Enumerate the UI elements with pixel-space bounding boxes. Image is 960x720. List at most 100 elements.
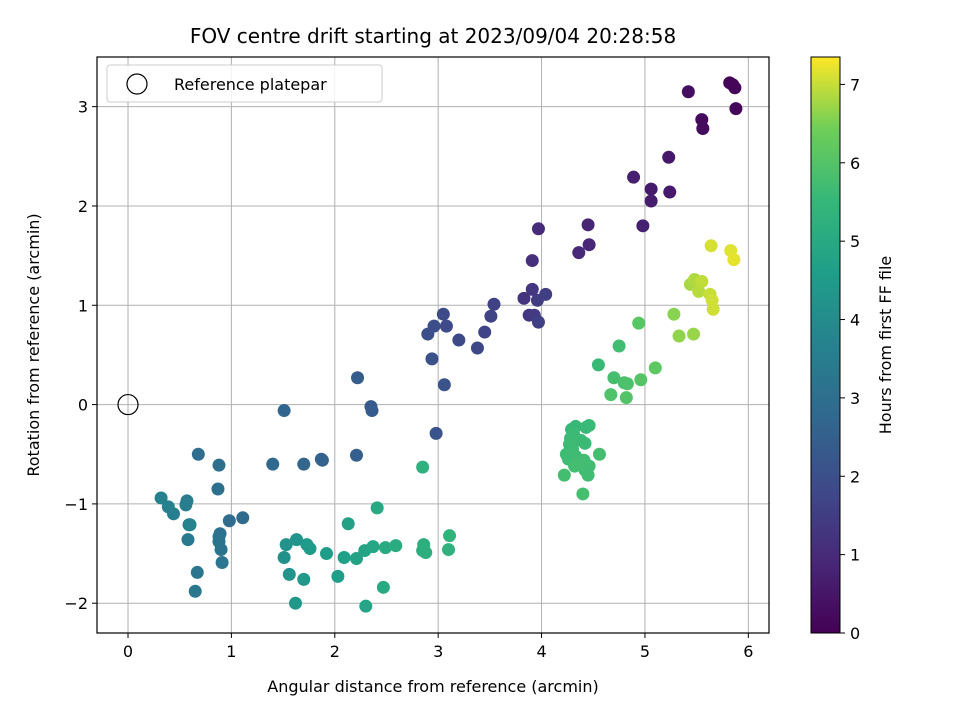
data-point	[443, 529, 457, 543]
data-point	[266, 457, 280, 471]
y-tick-label: 3	[78, 98, 88, 117]
y-tick-label: −1	[64, 495, 88, 514]
data-point	[191, 447, 205, 461]
data-point	[572, 246, 586, 260]
data-point	[277, 404, 291, 418]
data-point	[370, 501, 384, 515]
data-point	[692, 284, 706, 298]
data-point	[190, 565, 204, 579]
data-point	[704, 239, 718, 253]
y-axis-label: Rotation from reference (arcmin)	[24, 213, 43, 476]
colorbar-gradient	[810, 56, 841, 634]
data-point	[416, 460, 430, 474]
data-point	[687, 327, 701, 341]
x-tick-label: 1	[226, 642, 236, 661]
colorbar-tick-label: 2	[850, 467, 860, 486]
data-point	[181, 533, 195, 547]
data-point	[419, 546, 433, 560]
colorbar-ticks: 0 1 2 3 4 5 6 7	[840, 75, 860, 643]
data-point	[236, 511, 250, 525]
data-point	[531, 222, 545, 236]
data-point	[341, 517, 355, 531]
data-point	[612, 339, 626, 353]
data-point	[303, 542, 317, 556]
data-point	[581, 218, 595, 232]
data-point	[557, 468, 571, 482]
data-point	[478, 325, 492, 339]
data-point	[436, 307, 450, 321]
data-point	[437, 378, 451, 392]
data-point	[351, 371, 365, 385]
data-point	[627, 170, 641, 184]
colorbar-tick-label: 1	[850, 546, 860, 565]
data-point	[672, 329, 686, 343]
data-point	[425, 352, 439, 366]
data-point	[644, 182, 658, 196]
data-point	[619, 391, 633, 405]
data-point	[211, 482, 225, 496]
data-point	[442, 543, 456, 557]
data-point	[525, 254, 539, 268]
data-point	[531, 315, 545, 329]
y-axis-ticks: −2 −1 0 1 2 3	[64, 98, 97, 613]
data-point	[366, 540, 380, 554]
x-axis-label: Angular distance from reference (arcmin)	[267, 677, 598, 696]
data-point	[525, 282, 539, 296]
data-point	[222, 514, 236, 528]
data-point	[376, 580, 390, 594]
data-point	[288, 596, 302, 610]
data-point	[279, 538, 293, 552]
reference-platepar-marker	[117, 393, 139, 416]
colorbar-tick-label: 3	[850, 389, 860, 408]
y-tick-label: 1	[78, 296, 88, 315]
data-point	[389, 539, 403, 553]
data-point	[337, 551, 351, 565]
data-point	[429, 426, 443, 440]
x-axis-ticks: 0 1 2 3 4 5 6	[123, 633, 753, 661]
colorbar-label: Hours from first FF file	[876, 256, 895, 435]
data-point	[592, 447, 606, 461]
chart-title: FOV centre drift starting at 2023/09/04 …	[190, 24, 676, 48]
data-point	[607, 371, 621, 385]
data-point	[581, 468, 595, 482]
x-tick-label: 3	[433, 642, 443, 661]
data-point	[277, 551, 291, 565]
x-tick-label: 2	[330, 642, 340, 661]
data-point	[161, 500, 175, 514]
plot-frame	[96, 56, 770, 634]
data-point	[320, 547, 334, 561]
data-point	[179, 498, 193, 512]
data-point	[378, 541, 392, 555]
colorbar-tick-label: 6	[850, 154, 860, 173]
data-point	[470, 341, 484, 355]
data-point	[582, 238, 596, 252]
data-point	[582, 418, 596, 432]
colorbar-tick-label: 5	[850, 232, 860, 251]
legend-box	[106, 64, 383, 103]
data-point	[706, 302, 720, 316]
x-tick-label: 0	[123, 642, 133, 661]
data-point	[662, 150, 676, 164]
data-point	[452, 333, 466, 347]
data-point	[297, 572, 311, 586]
data-point	[212, 458, 226, 472]
x-tick-label: 6	[743, 642, 753, 661]
data-point	[634, 373, 648, 387]
data-point	[487, 297, 501, 311]
data-point	[331, 569, 345, 583]
data-point	[571, 457, 585, 471]
data-point	[578, 436, 592, 450]
data-point	[154, 491, 168, 505]
data-point	[591, 358, 605, 372]
data-point	[681, 85, 695, 99]
data-point	[365, 404, 379, 418]
data-point	[282, 567, 296, 581]
data-point	[359, 599, 373, 613]
data-point	[604, 388, 618, 402]
legend-entry: Reference platepar	[174, 75, 327, 94]
data-point	[297, 457, 311, 471]
data-point	[314, 452, 328, 466]
data-point	[663, 185, 677, 199]
data-point	[439, 319, 453, 333]
